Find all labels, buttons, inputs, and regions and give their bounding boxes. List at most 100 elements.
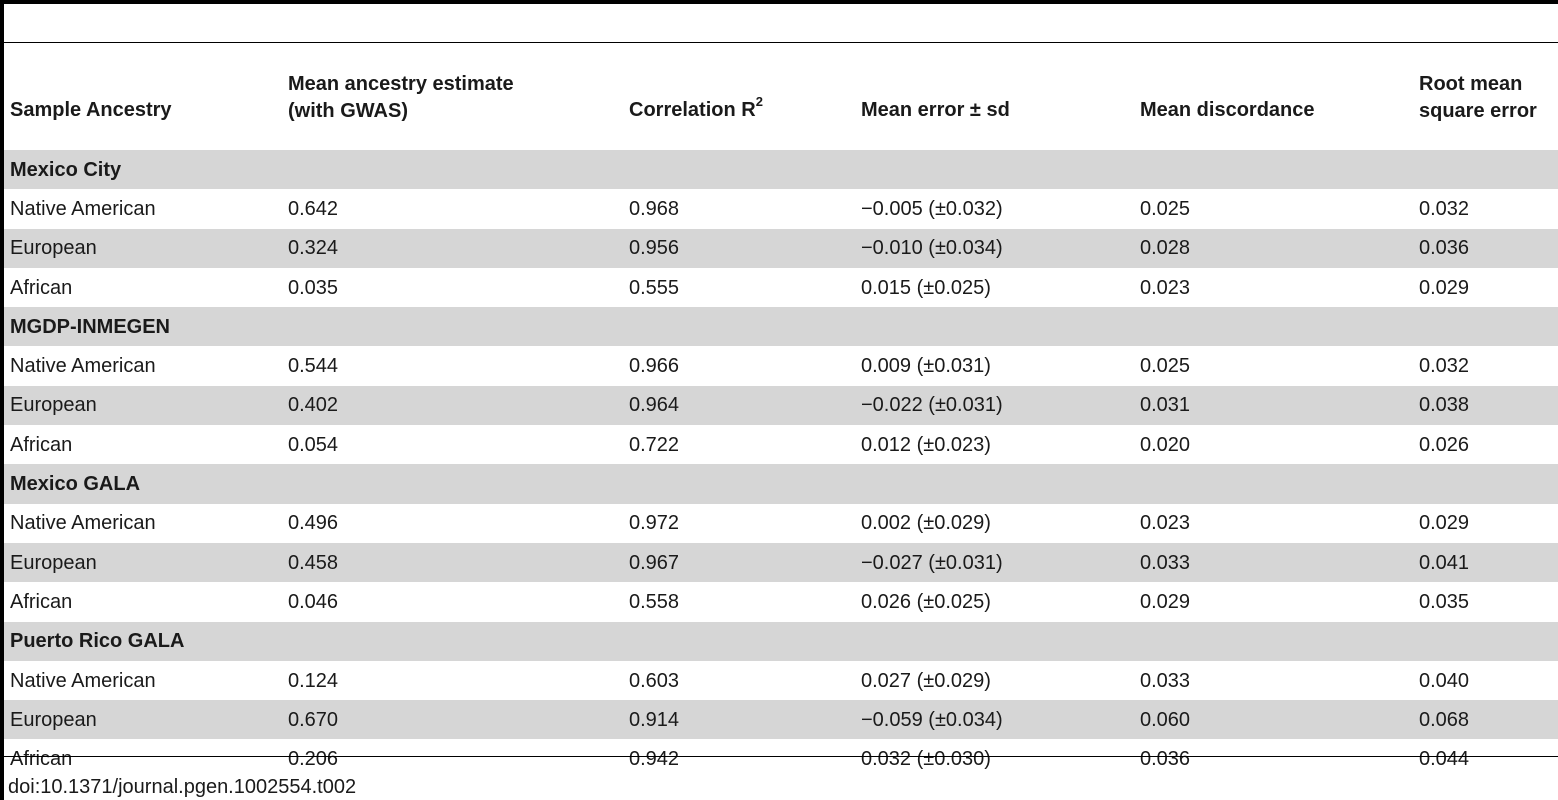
col-header-correlation: Correlation R2: [623, 43, 855, 150]
cell-rmse: 0.038: [1413, 385, 1558, 426]
cell-r2: 0.964: [623, 385, 855, 426]
cell-discordance: 0.028: [1134, 228, 1413, 268]
cell-r2: 0.967: [623, 542, 855, 583]
group-title: Puerto Rico GALA: [4, 621, 1558, 661]
table-row: Native American 0.642 0.968 −0.005 (±0.0…: [4, 189, 1558, 228]
ancestry-table: Sample Ancestry Mean ancestry estimate (…: [4, 43, 1558, 779]
doi-link[interactable]: doi:10.1371/journal.pgen.1002554.t002: [8, 776, 357, 798]
cell-rmse: 0.036: [1413, 228, 1558, 268]
cell-estimate: 0.670: [282, 700, 623, 740]
cell-ancestry: Native American: [10, 355, 156, 378]
cell-error: −0.022 (±0.031): [855, 385, 1134, 426]
cell-rmse: 0.044: [1419, 748, 1470, 771]
cell-rmse: 0.029: [1419, 276, 1470, 299]
table-row: European 0.458 0.967 −0.027 (±0.031) 0.0…: [4, 542, 1558, 583]
cell-discordance: 0.033: [1140, 669, 1191, 692]
cell-estimate: 0.124: [288, 669, 339, 692]
table-row: African 0.054 0.722 0.012 (±0.023) 0.020…: [4, 425, 1558, 464]
cell-ancestry: African: [10, 433, 73, 456]
table-row: European 0.402 0.964 −0.022 (±0.031) 0.0…: [4, 385, 1558, 426]
cell-error: −0.010 (±0.034): [855, 228, 1134, 268]
cell-estimate: 0.544: [288, 355, 339, 378]
cell-ancestry: Native American: [10, 512, 156, 535]
table-row: African 0.046 0.558 0.026 (±0.025) 0.029…: [4, 582, 1558, 621]
cell-estimate: 0.046: [288, 590, 339, 613]
left-border: [0, 0, 4, 800]
table-row: European 0.670 0.914 −0.059 (±0.034) 0.0…: [4, 700, 1558, 740]
cell-rmse: 0.041: [1413, 542, 1558, 583]
cell-estimate: 0.054: [288, 433, 339, 456]
cell-discordance: 0.033: [1134, 542, 1413, 583]
cell-ancestry: European: [4, 700, 282, 740]
col-header-mean-estimate-line2: (with GWAS): [288, 99, 408, 122]
col-header-mean-estimate: Mean ancestry estimate (with GWAS): [282, 43, 623, 150]
bottom-rule: [4, 756, 1558, 757]
cell-error: 0.012 (±0.023): [861, 433, 991, 456]
cell-discordance: 0.023: [1140, 512, 1191, 535]
cell-rmse: 0.026: [1419, 433, 1470, 456]
col-header-rmse-line2: square error: [1419, 99, 1537, 122]
group-row: Puerto Rico GALA: [4, 621, 1558, 661]
cell-error: −0.005 (±0.032): [861, 197, 1003, 220]
cell-discordance: 0.025: [1140, 355, 1191, 378]
header-row: Sample Ancestry Mean ancestry estimate (…: [4, 43, 1558, 150]
cell-estimate: 0.324: [282, 228, 623, 268]
cell-estimate: 0.496: [288, 512, 339, 535]
table-body: Mexico City Native American 0.642 0.968 …: [4, 150, 1558, 779]
table-row: African 0.035 0.555 0.015 (±0.025) 0.023…: [4, 268, 1558, 307]
cell-discordance: 0.025: [1140, 197, 1191, 220]
cell-error: 0.032 (±0.030): [861, 748, 991, 771]
cell-r2: 0.968: [629, 197, 680, 220]
cell-r2: 0.972: [629, 512, 680, 535]
table-row: European 0.324 0.956 −0.010 (±0.034) 0.0…: [4, 228, 1558, 268]
cell-rmse: 0.029: [1419, 512, 1470, 535]
col-header-correlation-label: Correlation R: [629, 99, 756, 121]
table-row: Native American 0.124 0.603 0.027 (±0.02…: [4, 661, 1558, 700]
cell-estimate: 0.206: [288, 748, 339, 771]
table-row: Native American 0.496 0.972 0.002 (±0.02…: [4, 504, 1558, 543]
cell-rmse: 0.032: [1419, 355, 1470, 378]
col-header-rmse-line1: Root mean: [1419, 72, 1523, 95]
group-title: Mexico City: [4, 150, 1558, 190]
cell-r2: 0.603: [629, 669, 680, 692]
group-title: Mexico GALA: [4, 464, 1558, 504]
cell-error: −0.059 (±0.034): [855, 700, 1134, 740]
cell-estimate: 0.035: [288, 276, 339, 299]
col-header-correlation-sup: 2: [755, 94, 763, 110]
cell-rmse: 0.068: [1413, 700, 1558, 740]
cell-discordance: 0.020: [1140, 433, 1191, 456]
cell-discordance: 0.036: [1140, 748, 1191, 771]
cell-r2: 0.558: [629, 590, 680, 613]
cell-discordance: 0.031: [1134, 385, 1413, 426]
cell-r2: 0.555: [629, 276, 680, 299]
cell-r2: 0.966: [629, 355, 680, 378]
cell-estimate: 0.402: [282, 385, 623, 426]
cell-discordance: 0.029: [1140, 590, 1191, 613]
cell-ancestry: European: [4, 228, 282, 268]
cell-rmse: 0.035: [1419, 590, 1470, 613]
group-title: MGDP-INMEGEN: [4, 307, 1558, 347]
cell-error: 0.015 (±0.025): [861, 276, 991, 299]
cell-estimate: 0.458: [282, 542, 623, 583]
cell-discordance: 0.023: [1140, 276, 1191, 299]
cell-ancestry: European: [4, 542, 282, 583]
cell-r2: 0.722: [629, 433, 680, 456]
group-row: Mexico GALA: [4, 464, 1558, 504]
col-header-sample-ancestry: Sample Ancestry: [10, 99, 172, 121]
cell-r2: 0.956: [623, 228, 855, 268]
cell-ancestry: African: [10, 748, 73, 771]
cell-error: 0.027 (±0.029): [861, 669, 991, 692]
cell-r2: 0.914: [623, 700, 855, 740]
cell-error: −0.027 (±0.031): [855, 542, 1134, 583]
cell-ancestry: Native American: [10, 197, 156, 220]
cell-ancestry: African: [10, 590, 73, 613]
cell-error: 0.002 (±0.029): [861, 512, 991, 535]
cell-ancestry: European: [4, 385, 282, 426]
cell-discordance: 0.060: [1134, 700, 1413, 740]
cell-error: 0.009 (±0.031): [861, 355, 991, 378]
col-header-rmse: Root mean square error: [1413, 43, 1558, 150]
table-row: Native American 0.544 0.966 0.009 (±0.03…: [4, 346, 1558, 385]
cell-error: 0.026 (±0.025): [861, 590, 991, 613]
cell-ancestry: African: [10, 276, 73, 299]
group-row: Mexico City: [4, 150, 1558, 190]
